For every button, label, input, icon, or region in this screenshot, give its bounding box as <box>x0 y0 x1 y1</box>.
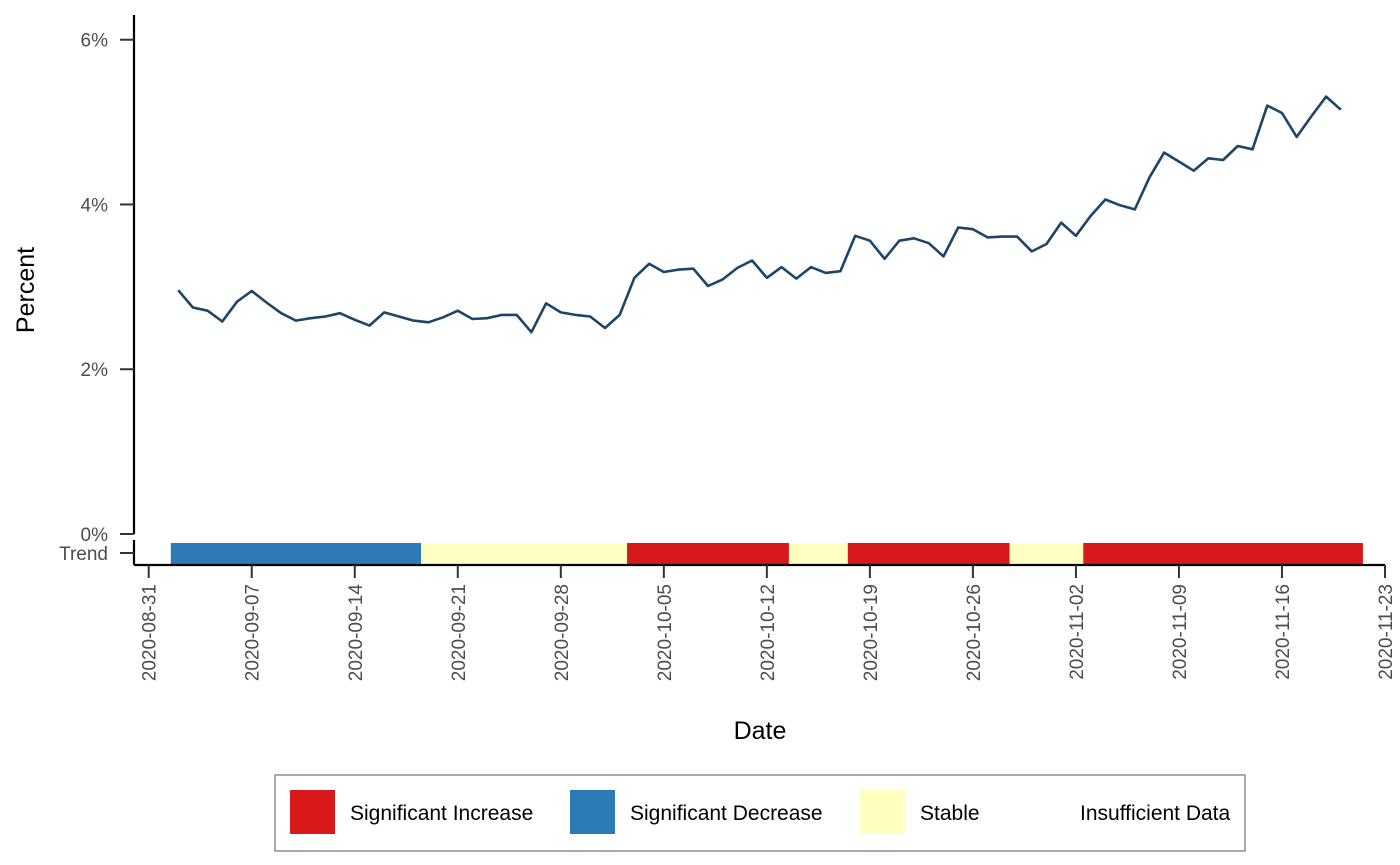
trend-segment <box>420 543 628 564</box>
x-tick-label: 2020-11-23 <box>1376 584 1397 680</box>
y-axis-ticks: 0% 2% 4% 6% <box>81 31 134 546</box>
trend-row-label: Trend <box>59 544 108 565</box>
legend-label: Insufficient Data <box>1080 802 1231 825</box>
x-tick-label: 2020-11-09 <box>1170 584 1191 680</box>
legend-swatch <box>1020 790 1065 834</box>
x-tick-label: 2020-09-28 <box>552 584 573 681</box>
trend-band <box>170 543 1363 564</box>
trend-segment <box>788 543 848 564</box>
series-line <box>177 95 1342 334</box>
x-axis-ticks: 2020-08-31 2020-09-07 2020-09-14 2020-09-21… <box>140 565 1397 681</box>
x-tick-label: 2020-11-16 <box>1273 584 1294 680</box>
trend-segment <box>170 543 421 564</box>
legend-item: Insufficient Data <box>1020 790 1231 834</box>
legend-item: Significant Increase <box>290 790 533 834</box>
x-axis-title: Date <box>734 717 787 745</box>
y-tick-label: 4% <box>81 195 109 216</box>
legend-swatch <box>570 790 615 834</box>
x-tick-label: 2020-09-21 <box>449 584 470 681</box>
legend: Significant Increase Significant Decrease… <box>274 774 1246 852</box>
trend-segment <box>1009 543 1084 564</box>
legend-label: Significant Decrease <box>630 802 823 825</box>
legend-label: Stable <box>920 802 980 825</box>
x-tick-label: 2020-08-31 <box>140 584 161 681</box>
y-tick-label: 2% <box>81 360 109 381</box>
trend-segment <box>847 543 1010 564</box>
legend-item: Stable <box>860 790 980 834</box>
trend-segment <box>627 543 789 564</box>
legend-label: Significant Increase <box>350 802 533 825</box>
legend-item: Significant Decrease <box>570 790 823 834</box>
legend-swatch <box>290 790 335 834</box>
line-layer <box>177 95 1342 334</box>
y-axis-title: Percent <box>12 247 40 333</box>
legend-swatch <box>860 790 905 834</box>
x-tick-label: 2020-10-12 <box>758 584 779 681</box>
x-tick-label: 2020-09-14 <box>346 584 367 682</box>
x-tick-label: 2020-11-02 <box>1067 584 1088 680</box>
x-tick-label: 2020-10-05 <box>655 584 676 681</box>
x-tick-label: 2020-10-19 <box>861 584 882 681</box>
x-tick-label: 2020-10-26 <box>964 584 985 681</box>
trend-segment <box>1083 543 1363 564</box>
legend-box <box>274 774 1246 852</box>
y-tick-label: 0% <box>81 525 109 546</box>
trend-row-tick: Trend <box>59 544 134 565</box>
y-tick-label: 6% <box>81 31 109 52</box>
x-tick-label: 2020-09-07 <box>243 584 264 681</box>
